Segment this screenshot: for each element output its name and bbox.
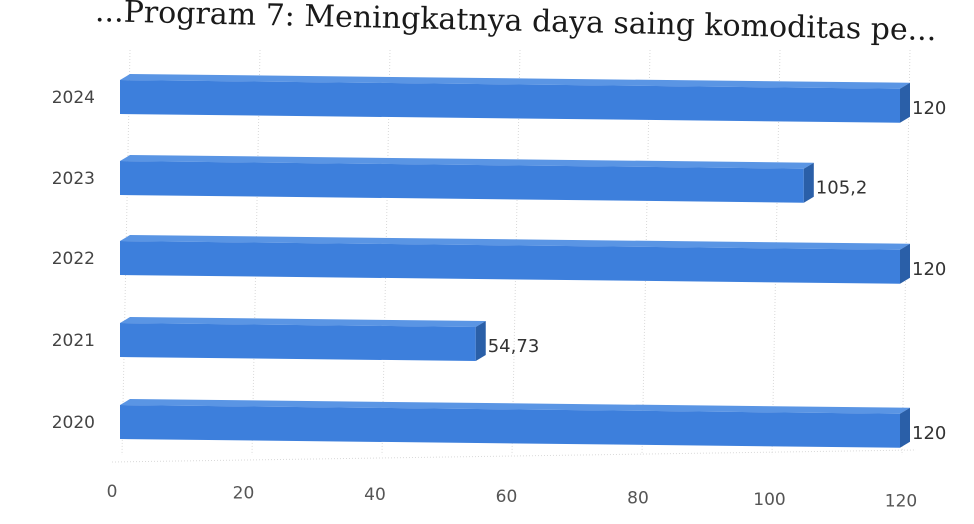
category-label: 2021 <box>52 331 95 351</box>
bar <box>120 80 900 123</box>
chart-title: ...Program 7: Meningkatnya daya saing ko… <box>95 0 937 48</box>
bar-top-face <box>120 235 910 250</box>
bar-top-face <box>120 74 910 89</box>
data-label: 120 <box>912 423 946 444</box>
bar-side-face <box>900 82 910 123</box>
x-tick-label: 100 <box>753 490 785 510</box>
x-tick-label: 0 <box>107 482 118 502</box>
bar-top-face <box>120 155 814 169</box>
bar <box>120 161 804 203</box>
category-label: 2022 <box>52 249 95 269</box>
bar <box>120 405 900 448</box>
x-tick-label: 60 <box>496 487 518 507</box>
data-label: 120 <box>912 259 946 280</box>
x-tick-label: 80 <box>627 488 649 508</box>
x-tick-label: 20 <box>233 484 255 504</box>
bar <box>120 323 476 362</box>
bar-side-face <box>803 162 814 203</box>
category-label: 2023 <box>52 169 95 189</box>
bar-side-face <box>900 243 910 284</box>
bar-top-face <box>120 317 486 328</box>
category-label: 2024 <box>52 88 95 108</box>
data-label: 120 <box>912 98 946 119</box>
bar-top-face <box>120 399 910 414</box>
bar-side-face <box>475 321 486 362</box>
category-label: 2020 <box>52 413 95 433</box>
data-label: 54,73 <box>488 336 540 357</box>
x-tick-label: 40 <box>364 485 386 505</box>
x-tick-label: 120 <box>885 492 917 512</box>
data-label: 105,2 <box>816 178 868 199</box>
bar <box>120 241 900 284</box>
bar-side-face <box>900 407 910 448</box>
axis-floor <box>111 449 917 463</box>
